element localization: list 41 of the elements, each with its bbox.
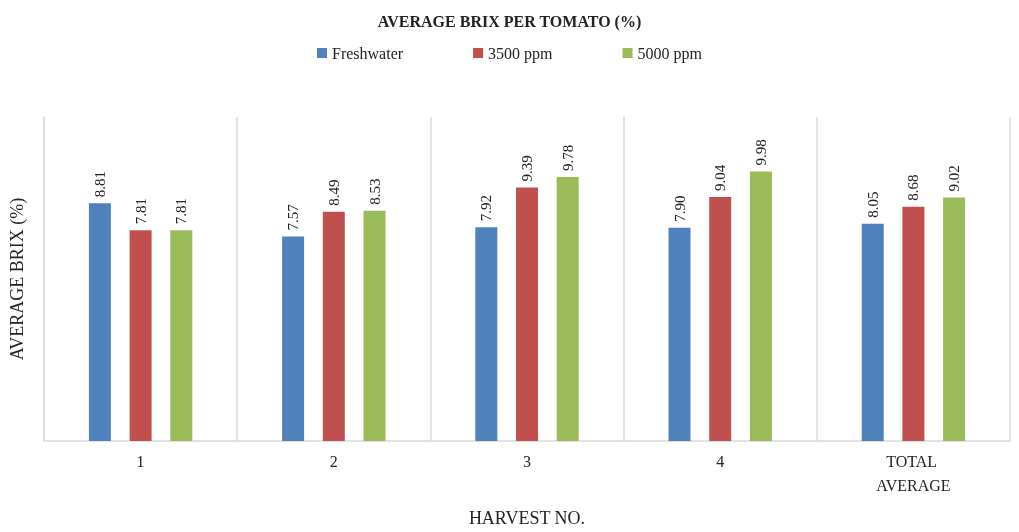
data-label: 7.81 xyxy=(173,197,190,225)
x-tick-label: TOTAL AVERAGE xyxy=(876,452,951,494)
x-tick-label: 4 xyxy=(716,452,725,470)
data-label: 9.02 xyxy=(946,165,963,192)
bar xyxy=(282,236,305,441)
data-label: 8.81 xyxy=(91,170,108,198)
data-label: 7.90 xyxy=(671,195,688,222)
data-label: 9.39 xyxy=(519,155,535,182)
legend-label: 5000 ppm xyxy=(637,44,703,63)
legend-label: 3500 ppm xyxy=(488,44,554,63)
x-tick-label: 3 xyxy=(523,452,531,470)
data-label: 8.53 xyxy=(366,178,383,205)
bar xyxy=(749,171,772,441)
bar xyxy=(709,196,732,441)
data-label: 7.81 xyxy=(132,197,149,225)
bar xyxy=(88,203,111,441)
bar xyxy=(943,197,966,441)
x-tick-label: 2 xyxy=(329,452,338,470)
data-label: 7.92 xyxy=(478,194,495,222)
bar xyxy=(170,230,193,441)
bar xyxy=(516,187,538,441)
bar xyxy=(322,211,345,441)
data-label: 7.57 xyxy=(285,203,302,231)
bar xyxy=(475,227,498,441)
bar xyxy=(861,223,884,441)
y-axis-title: AVERAGE BRIX (%) xyxy=(7,197,28,361)
x-tick-label: 1 xyxy=(136,452,145,470)
data-label: 8.49 xyxy=(325,179,342,206)
bar xyxy=(363,210,386,441)
bar xyxy=(902,206,925,441)
data-label: 8.05 xyxy=(864,191,881,218)
bar xyxy=(668,227,691,441)
bar xyxy=(556,176,579,441)
x-axis-title: HARVEST NO. xyxy=(468,508,586,528)
bar xyxy=(129,230,152,441)
data-label: 9.04 xyxy=(712,164,729,191)
data-label: 9.98 xyxy=(752,139,769,166)
legend-label: Freshwater xyxy=(332,44,404,62)
data-label: 9.78 xyxy=(559,144,576,171)
chart-title: AVERAGE BRIX PER TOMATO (%) xyxy=(377,12,642,31)
data-label: 8.68 xyxy=(905,174,922,201)
